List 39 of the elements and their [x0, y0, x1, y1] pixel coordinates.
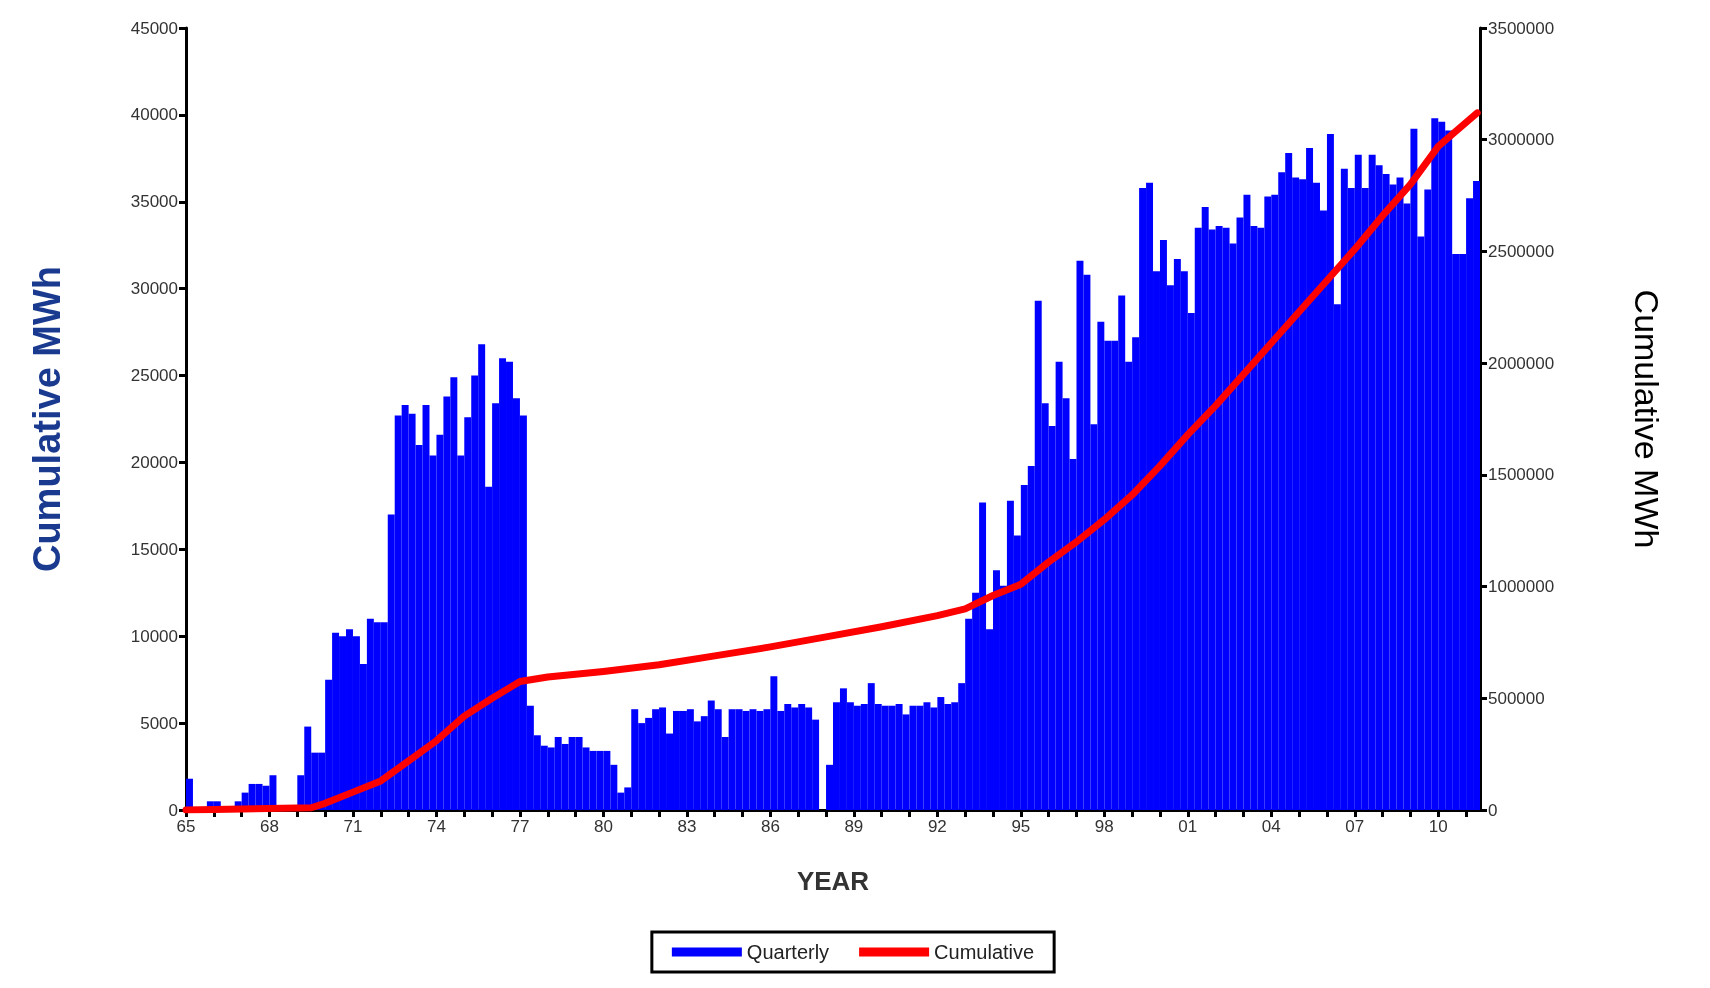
y-tick-label: 10000 — [130, 626, 178, 646]
x-tick-label: 89 — [844, 817, 864, 836]
x-tick-label: 77 — [510, 817, 530, 836]
y-tick-label: 30000 — [130, 279, 178, 299]
y-tick-label: 0 — [168, 800, 178, 820]
x-tick-label: 04 — [1261, 817, 1281, 836]
y2-tick-label: 1500000 — [1488, 465, 1555, 485]
y-tick-label: 40000 — [130, 105, 178, 125]
y2-tick-label: 3500000 — [1488, 18, 1555, 38]
y2-tick-label: 3000000 — [1488, 130, 1555, 150]
x-tick-label: 95 — [1011, 817, 1031, 836]
y-tick-label: 5000 — [140, 713, 178, 733]
y-tick-label: 35000 — [130, 192, 178, 212]
x-tick-label: 83 — [677, 817, 697, 836]
y-tick-label: 45000 — [130, 18, 178, 38]
x-tick-label: 71 — [343, 817, 363, 836]
x-tick-label: 65 — [176, 817, 196, 836]
x-axis-title: YEAR — [796, 866, 870, 896]
y2-axis-title: Cumulative MWh — [1628, 289, 1666, 549]
y-tick-label: 25000 — [130, 366, 178, 386]
x-tick-label: 10 — [1428, 817, 1448, 836]
x-tick-label: 74 — [426, 817, 446, 836]
y2-tick-label: 1000000 — [1488, 577, 1555, 597]
x-tick-label: 01 — [1178, 817, 1198, 836]
y-axis-title: Cumulative MWh — [26, 265, 68, 573]
x-tick-label: 68 — [260, 817, 279, 836]
legend-label: Cumulative — [934, 941, 1035, 963]
x-tick-label: 98 — [1094, 817, 1114, 836]
x-tick-label: 07 — [1345, 817, 1365, 836]
x-tick-label: 86 — [760, 817, 780, 836]
x-tick-label: 92 — [927, 817, 947, 836]
legend-label: Quarterly — [746, 941, 830, 963]
y2-tick-label: 500000 — [1488, 688, 1545, 708]
y2-tick-label: 2500000 — [1488, 241, 1555, 261]
y-tick-label: 20000 — [130, 452, 178, 472]
y2-tick-label: 2000000 — [1488, 353, 1555, 373]
y2-tick-label: 0 — [1488, 800, 1498, 820]
x-tick-label: 80 — [593, 817, 613, 836]
y-tick-label: 15000 — [130, 539, 178, 559]
